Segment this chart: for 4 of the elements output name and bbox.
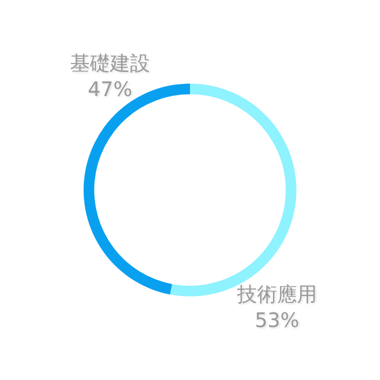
data-label: 53%	[254, 308, 300, 332]
data-label: 47%	[88, 77, 132, 101]
slice-label: 基礎建設	[70, 51, 150, 75]
slice-label: 技術應用	[236, 282, 317, 306]
